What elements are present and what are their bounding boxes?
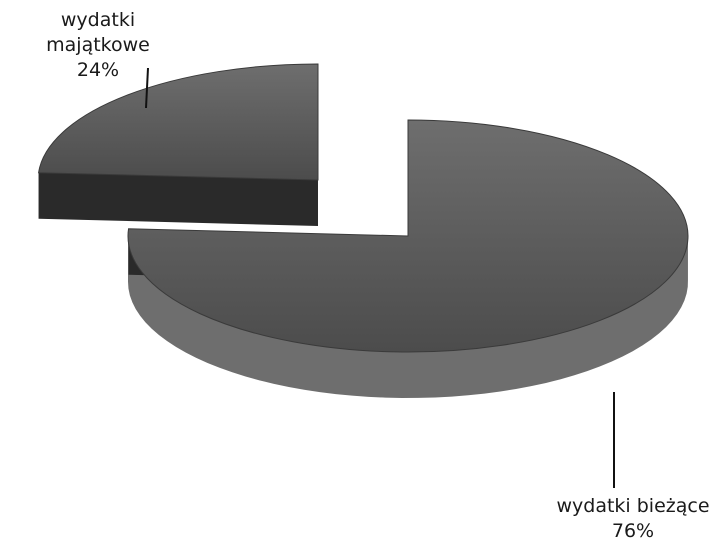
pie-slice-0 bbox=[37, 63, 319, 226]
pie-slice-1 bbox=[127, 119, 689, 398]
pie-slice-0-top bbox=[37, 63, 319, 181]
leader-line-wydatki-majatkowe bbox=[145, 67, 149, 109]
pie-slice-0-cut bbox=[38, 172, 318, 226]
slice-0-name: wydatki majątkowe bbox=[8, 8, 188, 58]
slice-0-name-line: wydatki bbox=[60, 9, 136, 31]
pie-slice-1-top bbox=[127, 119, 689, 353]
slice-label-wydatki-majatkowe: wydatki majątkowe 24% bbox=[8, 8, 188, 83]
slice-1-percent: 76% bbox=[611, 520, 655, 542]
slice-1-name: wydatki bieżące bbox=[556, 495, 710, 517]
slice-0-percent: 24% bbox=[76, 59, 120, 81]
pie-slices bbox=[37, 63, 689, 398]
slice-0-name-line: majątkowe bbox=[46, 34, 150, 56]
slice-label-wydatki-biezace: wydatki bieżące 76% bbox=[538, 494, 722, 544]
pie-slice-1-side bbox=[128, 233, 688, 398]
